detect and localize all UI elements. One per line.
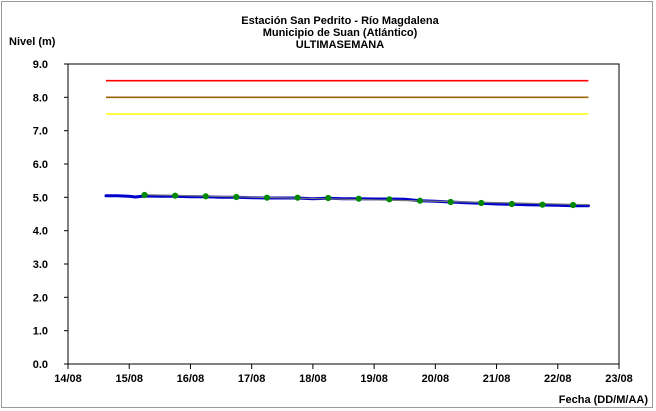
plot-area bbox=[67, 63, 620, 365]
data-point bbox=[539, 201, 546, 208]
data-point bbox=[447, 198, 454, 206]
data-point bbox=[263, 194, 271, 201]
data-point bbox=[233, 193, 240, 201]
x-tick-label: 19/08 bbox=[360, 373, 388, 385]
x-tick-label: 15/08 bbox=[115, 373, 143, 385]
series-layer bbox=[104, 191, 590, 209]
y-tick-label: 8.0 bbox=[33, 92, 48, 104]
x-tick-label: 17/08 bbox=[238, 373, 266, 385]
y-tick-label: 7.0 bbox=[33, 126, 48, 138]
y-tick-label: 5.0 bbox=[33, 192, 48, 204]
x-tick-label: 16/08 bbox=[177, 373, 205, 385]
y-tick-label: 1.0 bbox=[33, 326, 48, 338]
y-axis-title: Nivel (m) bbox=[9, 36, 56, 48]
data-point bbox=[294, 194, 301, 201]
x-tick-label: 23/08 bbox=[605, 373, 633, 385]
data-point bbox=[141, 191, 148, 199]
x-tick-label: 14/08 bbox=[54, 373, 82, 385]
y-tick-label: 2.0 bbox=[33, 292, 48, 304]
x-tick-label: 21/08 bbox=[483, 373, 511, 385]
chart-title-line-3: ULTIMASEMANA bbox=[296, 39, 384, 51]
data-point bbox=[386, 196, 393, 203]
data-point bbox=[478, 199, 485, 207]
y-tick-label: 3.0 bbox=[33, 259, 48, 271]
data-point bbox=[325, 194, 332, 202]
data-point bbox=[416, 197, 424, 204]
chart-title: Estación San Pedrito - Río Magdalena Mun… bbox=[241, 15, 439, 51]
measured-level-line bbox=[104, 194, 590, 208]
chart-title-line-1: Estación San Pedrito - Río Magdalena bbox=[241, 15, 439, 27]
x-axis-title: Fecha (DD/M/AA) bbox=[559, 394, 649, 406]
y-tick-label: 4.0 bbox=[33, 226, 48, 238]
x-tick-label: 20/08 bbox=[422, 373, 450, 385]
y-axis-ticks: 0.0 1.0 2.0 3.0 4.0 5.0 6.0 7.0 8.0 9.0 bbox=[33, 59, 68, 371]
y-tick-label: 6.0 bbox=[33, 159, 48, 171]
x-tick-label: 18/08 bbox=[299, 373, 327, 385]
reference-trend-line bbox=[143, 194, 590, 206]
chart-title-line-2: Municipio de Suan (Atlántico) bbox=[263, 27, 418, 39]
x-axis-ticks: 14/08 15/08 16/08 17/08 18/08 19/08 20/08 21/08… bbox=[54, 364, 633, 385]
y-tick-label: 9.0 bbox=[33, 59, 48, 71]
data-point bbox=[355, 195, 362, 202]
y-tick-label: 0.0 bbox=[33, 359, 48, 371]
data-point bbox=[569, 201, 577, 209]
x-tick-label: 22/08 bbox=[544, 373, 572, 385]
threshold-lines bbox=[105, 79, 589, 115]
data-point bbox=[202, 193, 209, 200]
data-point bbox=[508, 200, 515, 208]
data-point bbox=[172, 192, 179, 199]
